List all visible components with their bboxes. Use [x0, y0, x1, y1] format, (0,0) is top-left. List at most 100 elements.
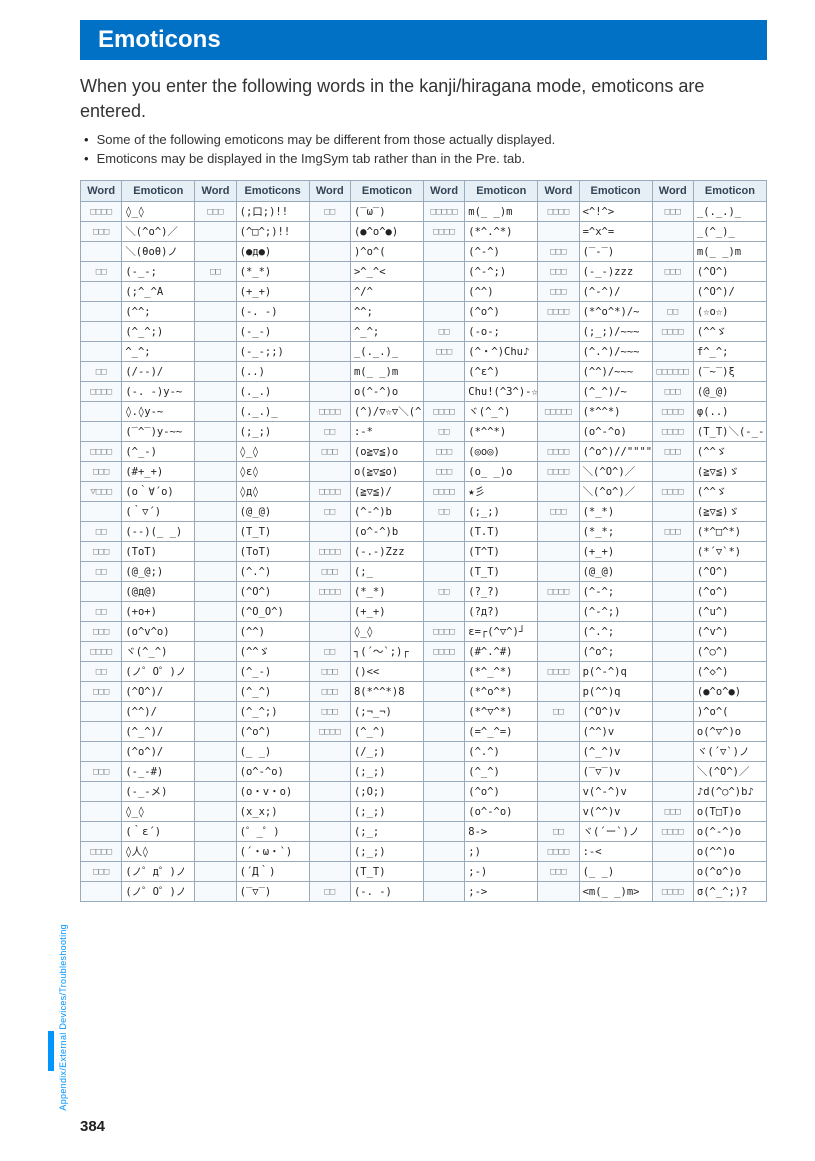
word-cell: □□□□ — [652, 322, 693, 342]
table-header-cell: Word — [195, 181, 236, 202]
table-row: □□(ノ゜O゜)ノ(^_-)□□□()<<(*^_^*)□□□□p(^-^)q(… — [81, 662, 767, 682]
word-cell — [81, 822, 122, 842]
word-cell — [195, 522, 236, 542]
emoticon-cell: ◊_◊ — [122, 802, 195, 822]
emoticon-cell: (-_-) — [236, 322, 309, 342]
emoticon-cell: (^v^) — [693, 622, 766, 642]
emoticon-cell: ^_^; — [122, 342, 195, 362]
word-cell — [652, 502, 693, 522]
emoticon-cell: (;¬_¬) — [350, 702, 423, 722]
word-cell — [538, 882, 579, 902]
word-cell — [81, 302, 122, 322]
word-cell — [309, 862, 350, 882]
table-row: ^_^;(-_-;;)_(._.)_ □□□(^・^)Chu♪(^.^)/~~~… — [81, 342, 767, 362]
emoticon-cell: ◊.◊y-~ — [122, 402, 195, 422]
word-cell — [652, 562, 693, 582]
emoticon-cell: (?д?) — [465, 602, 538, 622]
word-cell — [309, 342, 350, 362]
word-cell: □□□ — [309, 442, 350, 462]
side-tab-marker — [48, 1031, 54, 1071]
word-cell — [81, 422, 122, 442]
emoticon-cell: p(^-^)q — [579, 662, 652, 682]
emoticon-cell: (-. -)y-~ — [122, 382, 195, 402]
word-cell: □□□ — [309, 562, 350, 582]
emoticon-cell: _(^_)_ — [693, 222, 766, 242]
word-cell: □□□□ — [309, 402, 350, 422]
emoticon-cell: (^-^)/ — [579, 282, 652, 302]
table-row: ＼(θoθ)ノ(●д●))^o^((^-^)□□□(‾-‾)m(_ _)m — [81, 242, 767, 262]
emoticon-cell: ♪d(^○^)b♪ — [693, 782, 766, 802]
emoticon-cell: ◊д◊ — [236, 482, 309, 502]
table-row: □□□□◊人◊(´・ω・`)(;_;);)□□□□:-<o(^^)o — [81, 842, 767, 862]
word-cell: □□□□ — [423, 622, 464, 642]
emoticon-cell: )^o^( — [350, 242, 423, 262]
word-cell — [195, 442, 236, 462]
word-cell — [538, 642, 579, 662]
emoticon-cell: (ノ゜O゜)ノ — [122, 662, 195, 682]
emoticon-cell: (^_^;) — [122, 322, 195, 342]
word-cell — [195, 502, 236, 522]
emoticon-cell: (*_*) — [579, 502, 652, 522]
emoticon-cell: (@_@) — [579, 562, 652, 582]
emoticon-cell: (T_T) — [350, 862, 423, 882]
emoticon-cell: (‾^‾)y-~~ — [122, 422, 195, 442]
word-cell: □□ — [309, 882, 350, 902]
word-cell: □□□ — [423, 442, 464, 462]
word-cell — [309, 462, 350, 482]
emoticon-cell: <^!^> — [579, 202, 652, 222]
emoticon-cell: (*^^*) — [465, 422, 538, 442]
word-cell: □□□ — [538, 262, 579, 282]
table-header-cell: Emoticon — [693, 181, 766, 202]
emoticon-cell: o(≧▽≦o) — [350, 462, 423, 482]
emoticon-cell: (ToT) — [236, 542, 309, 562]
word-cell — [309, 842, 350, 862]
word-cell: □□ — [652, 302, 693, 322]
word-cell — [309, 622, 350, 642]
word-cell — [538, 562, 579, 582]
word-cell: □□ — [423, 582, 464, 602]
word-cell — [309, 522, 350, 542]
word-cell — [652, 542, 693, 562]
emoticon-cell: (^-^;) — [465, 262, 538, 282]
word-cell — [81, 342, 122, 362]
emoticon-cell: (o｀∀´o) — [122, 482, 195, 502]
word-cell — [538, 422, 579, 442]
emoticon-cell: v(^-^)v — [579, 782, 652, 802]
word-cell — [309, 362, 350, 382]
word-cell — [423, 802, 464, 822]
word-cell: □□□□ — [652, 822, 693, 842]
emoticon-cell: (≧▽≦)/ — [350, 482, 423, 502]
word-cell: □□□ — [423, 462, 464, 482]
table-body: □□□□◊_◊□□□(;口;)!!□□(‾ω‾)□□□□□m(_ _)m□□□□… — [81, 202, 767, 902]
word-cell — [652, 762, 693, 782]
table-header-cell: Word — [652, 181, 693, 202]
word-cell: □□□ — [652, 202, 693, 222]
emoticon-cell: <m(_ _)m> — [579, 882, 652, 902]
emoticon-cell: (●^o^●) — [350, 222, 423, 242]
emoticon-cell: (T_T) — [465, 562, 538, 582]
emoticon-cell: (_ _) — [236, 742, 309, 762]
table-row: □□□□(^_-)◊_◊□□□(o≧▽≦)o□□□(◎o◎)□□□□(^o^)/… — [81, 442, 767, 462]
emoticon-cell: o(^▽^)o — [693, 722, 766, 742]
emoticon-cell: (^_^)/~ — [579, 382, 652, 402]
word-cell: □□□ — [652, 522, 693, 542]
emoticon-cell: 8(*^^*)8 — [350, 682, 423, 702]
emoticon-cell: (@д@) — [122, 582, 195, 602]
emoticon-cell: (^o^)/ — [122, 742, 195, 762]
word-cell — [538, 682, 579, 702]
emoticon-cell: m(_ _)m — [693, 242, 766, 262]
emoticon-cell: ^_^; — [350, 322, 423, 342]
word-cell — [195, 542, 236, 562]
table-row: (^_^;)(-_-)^_^;□□(-o-;(;_;)/~~~□□□□(^^ゞ — [81, 322, 767, 342]
emoticon-cell: (^_^) — [236, 682, 309, 702]
emoticon-cell: (=^_^=) — [465, 722, 538, 742]
table-row: □□□＼(^o^)／(^□^;)!!(●^o^●)□□□□(*^.^*)=^x^… — [81, 222, 767, 242]
emoticon-cell: >^_^< — [350, 262, 423, 282]
emoticon-cell: (^_-) — [122, 442, 195, 462]
emoticon-cell: (^^ゞ — [693, 482, 766, 502]
word-cell — [652, 742, 693, 762]
emoticon-cell: (*^^*) — [579, 402, 652, 422]
word-cell: □□□□ — [652, 482, 693, 502]
word-cell — [538, 362, 579, 382]
word-cell — [538, 742, 579, 762]
